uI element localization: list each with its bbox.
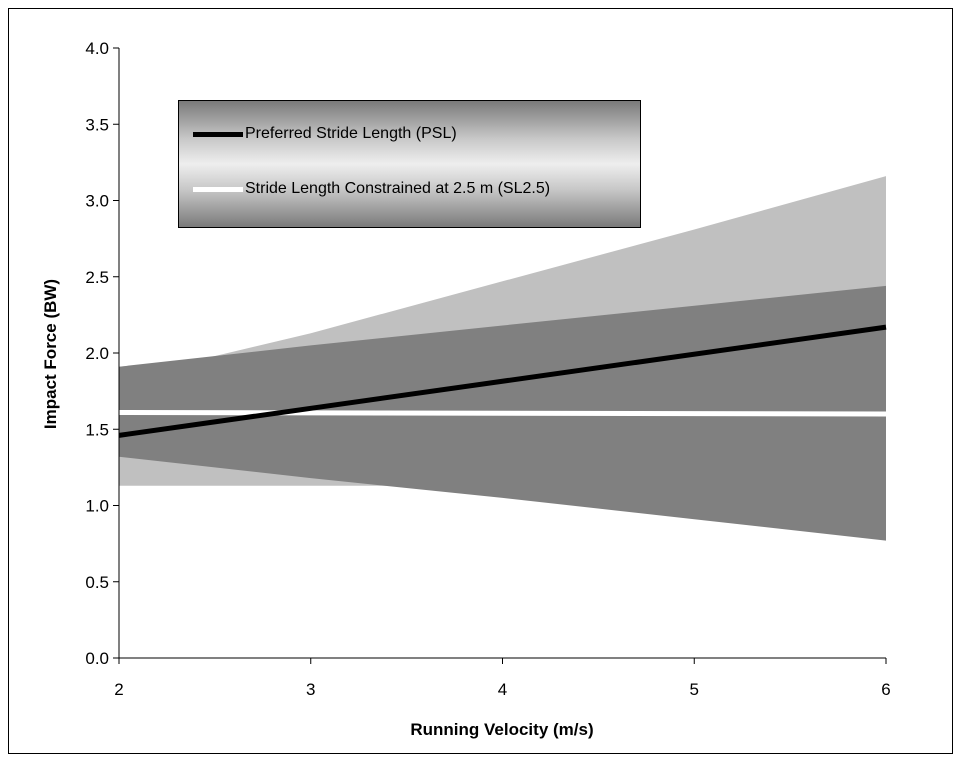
y-tick-label: 4.0 <box>85 39 109 58</box>
confidence-bands <box>119 176 886 541</box>
y-tick-label: 2.0 <box>85 344 109 363</box>
legend-item-psl: Preferred Stride Length (PSL) <box>193 122 457 146</box>
y-axis-title: Impact Force (BW) <box>41 279 60 429</box>
legend-item-sl25: Stride Length Constrained at 2.5 m (SL2.… <box>193 177 550 201</box>
y-tick-label: 0.0 <box>85 649 109 668</box>
legend-label-sl25: Stride Length Constrained at 2.5 m (SL2.… <box>245 180 551 197</box>
y-tick-label: 0.5 <box>85 573 109 592</box>
chart-border <box>8 8 953 754</box>
y-tick-label: 1.5 <box>85 420 109 439</box>
legend-label-psl: Preferred Stride Length (PSL) <box>245 125 457 142</box>
x-tick-label: 3 <box>306 680 315 699</box>
line-psl <box>118 324 887 438</box>
line-sl25 <box>118 410 887 417</box>
x-tick-label: 6 <box>881 680 890 699</box>
legend: Preferred Stride Length (PSL) Stride Len… <box>178 100 641 228</box>
y-tick-label: 3.0 <box>85 192 109 211</box>
legend-swatch-sl25 <box>193 186 243 192</box>
x-tick-label: 5 <box>690 680 699 699</box>
x-tick-label: 4 <box>498 680 507 699</box>
y-tick-label: 2.5 <box>85 268 109 287</box>
x-tick-label: 2 <box>114 680 123 699</box>
x-axis-title: Running Velocity (m/s) <box>410 720 593 739</box>
axes <box>113 47 887 664</box>
tick-labels: 0.0 0.5 1.0 1.5 2.0 2.5 3.0 3.5 4.0 2 3 4 5 6 <box>85 39 890 699</box>
y-tick-label: 1.0 <box>85 497 109 516</box>
legend-swatch-psl <box>193 131 243 137</box>
series-lines <box>118 324 887 438</box>
y-tick-label: 3.5 <box>85 115 109 134</box>
